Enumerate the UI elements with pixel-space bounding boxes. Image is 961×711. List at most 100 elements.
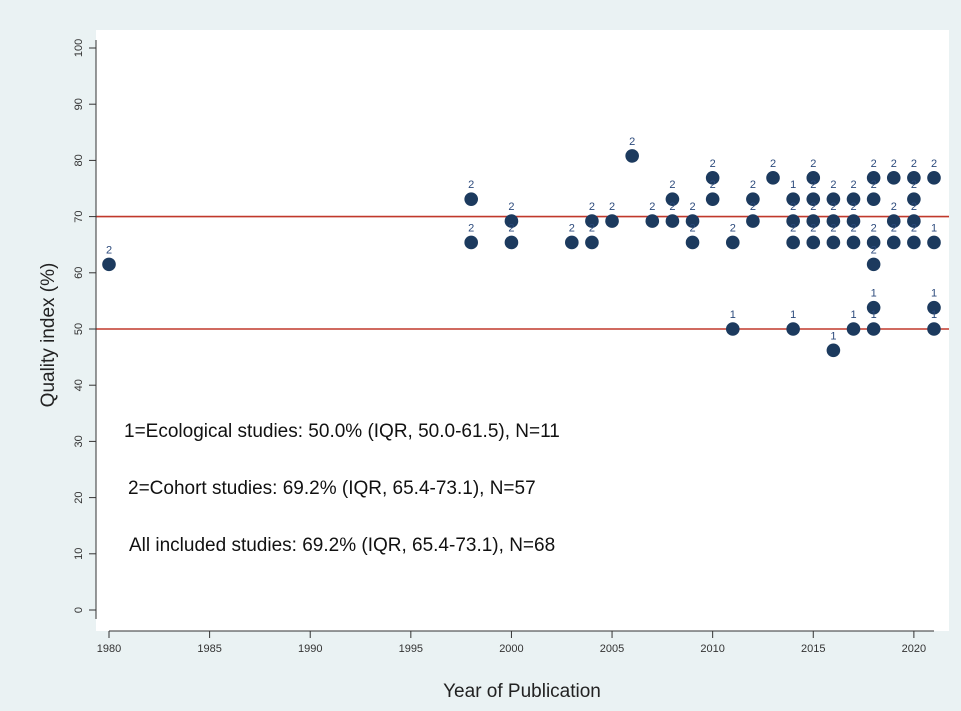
x-axis-label: Year of Publication <box>443 681 601 702</box>
x-tick-label: 2010 <box>700 643 724 655</box>
y-tick-label: 50 <box>73 323 85 335</box>
data-point <box>605 214 619 228</box>
data-point <box>746 192 760 206</box>
data-point <box>927 322 941 336</box>
x-tick-label: 2000 <box>499 643 523 655</box>
point-label: 2 <box>871 179 877 191</box>
x-tick-label: 2005 <box>600 643 624 655</box>
data-point <box>685 214 700 228</box>
point-label: 2 <box>911 179 917 191</box>
data-point <box>866 192 881 206</box>
data-point <box>685 235 700 250</box>
point-label: 2 <box>649 201 655 213</box>
data-point <box>786 322 800 336</box>
x-tick-label: 1995 <box>399 643 423 655</box>
y-tick-label: 70 <box>73 210 85 222</box>
data-point <box>846 235 861 250</box>
data-point <box>786 235 800 250</box>
point-label: 2 <box>770 158 776 170</box>
point-label: 2 <box>891 158 897 170</box>
data-point <box>927 171 941 185</box>
point-label: 1 <box>730 309 736 321</box>
data-point <box>665 192 680 206</box>
point-label: 2 <box>871 244 877 256</box>
point-label: 2 <box>689 222 695 234</box>
data-point <box>102 257 116 272</box>
data-point <box>806 235 821 250</box>
data-point <box>927 300 941 315</box>
data-point <box>907 235 921 250</box>
point-label: 2 <box>468 222 474 234</box>
x-tick-label: 1980 <box>97 643 121 655</box>
data-point <box>705 171 720 185</box>
data-point <box>826 343 841 358</box>
point-label: 2 <box>911 222 917 234</box>
annotation-2: 2=Cohort studies: 69.2% (IQR, 65.4-73.1)… <box>128 478 536 499</box>
point-label: 1 <box>871 309 877 321</box>
x-tick-label: 2015 <box>801 643 825 655</box>
data-point <box>826 214 841 228</box>
data-point <box>886 171 901 185</box>
point-label: 2 <box>830 179 836 191</box>
data-point <box>705 192 720 206</box>
point-label: 2 <box>508 222 514 234</box>
data-point <box>645 214 660 228</box>
plot-area <box>96 30 949 631</box>
point-label: 2 <box>609 201 615 213</box>
point-label: 2 <box>730 222 736 234</box>
data-point <box>786 214 800 228</box>
point-label: 2 <box>710 158 716 170</box>
point-label: 1 <box>850 309 856 321</box>
data-point <box>806 214 821 228</box>
point-label: 2 <box>710 179 716 191</box>
data-point <box>846 322 861 336</box>
data-point <box>565 235 579 250</box>
y-axis-label: Quality index (%) <box>38 263 59 408</box>
point-label: 2 <box>911 158 917 170</box>
data-point <box>806 192 821 206</box>
data-point <box>907 214 921 228</box>
point-label: 2 <box>850 201 856 213</box>
point-label: 1 <box>830 330 836 342</box>
data-point <box>464 235 478 250</box>
point-label: 2 <box>750 179 756 191</box>
annotation-1: 1=Ecological studies: 50.0% (IQR, 50.0-6… <box>124 421 560 442</box>
point-label: 2 <box>689 201 695 213</box>
point-label: 2 <box>790 222 796 234</box>
point-label: 2 <box>911 201 917 213</box>
data-point <box>886 235 901 250</box>
data-point <box>504 235 519 250</box>
y-tick-label: 60 <box>73 267 85 279</box>
point-label: 2 <box>871 158 877 170</box>
point-label: 2 <box>669 201 675 213</box>
data-point <box>766 171 780 185</box>
point-label: 2 <box>508 201 514 213</box>
point-label: 2 <box>891 201 897 213</box>
data-point <box>464 192 478 206</box>
point-label: 2 <box>468 179 474 191</box>
point-label: 2 <box>850 222 856 234</box>
point-label: 2 <box>790 201 796 213</box>
x-tick-label: 1990 <box>298 643 322 655</box>
data-point <box>625 149 639 163</box>
data-point <box>846 192 861 206</box>
point-label: 1 <box>871 288 877 300</box>
point-label: 2 <box>810 158 816 170</box>
point-label: 2 <box>589 201 595 213</box>
data-point <box>806 171 821 185</box>
point-label: 2 <box>106 244 112 256</box>
point-label: 2 <box>669 179 675 191</box>
data-point <box>746 214 760 228</box>
point-label: 2 <box>810 179 816 191</box>
data-point <box>866 171 881 185</box>
point-label: 1 <box>931 309 937 321</box>
data-point <box>907 192 921 206</box>
point-label: 2 <box>750 201 756 213</box>
data-point <box>786 192 800 206</box>
y-tick-label: 10 <box>73 548 85 560</box>
data-point <box>866 257 881 272</box>
data-point <box>665 214 680 228</box>
point-label: 1 <box>790 179 796 191</box>
